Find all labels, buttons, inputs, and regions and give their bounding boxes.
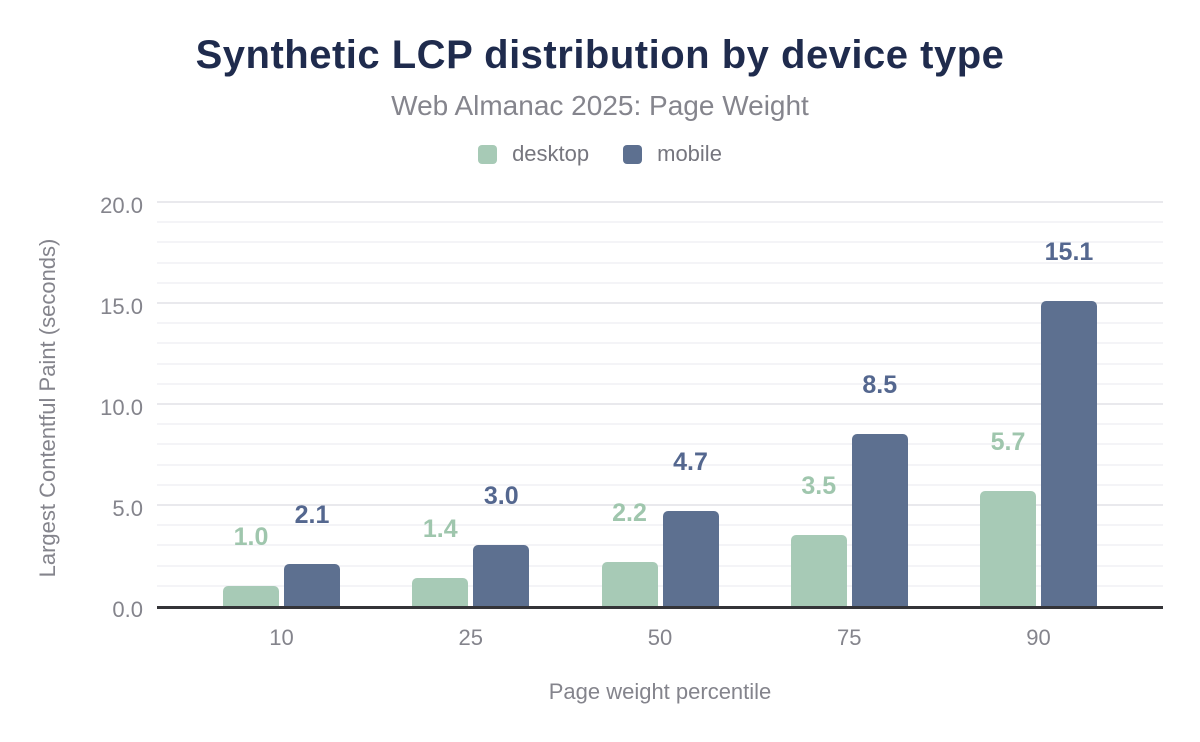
major-gridline <box>157 403 1163 405</box>
legend: desktop mobile <box>0 141 1200 167</box>
bar-value-label-mobile-90: 15.1 <box>1044 237 1094 266</box>
bar-value-label-mobile-25: 3.0 <box>483 482 519 511</box>
y-tick-20.0: 20.0 <box>100 193 143 218</box>
bar-desktop-75[interactable] <box>790 535 847 606</box>
minor-gridline <box>157 342 1163 345</box>
x-tick-25: 25 <box>458 625 483 650</box>
bar-value-label-mobile-75: 8.5 <box>862 371 898 400</box>
y-tick-0.0: 0.0 <box>112 597 143 622</box>
bar-value-label-desktop-25: 1.4 <box>422 514 458 543</box>
bar-value-label-mobile-10: 2.1 <box>294 500 330 529</box>
x-tick-75: 75 <box>837 625 862 650</box>
legend-label-desktop: desktop <box>512 141 590 166</box>
minor-gridline <box>157 544 1163 547</box>
y-tick-10.0: 10.0 <box>100 395 143 420</box>
bar-mobile-25[interactable] <box>473 545 530 606</box>
x-tick-50: 50 <box>647 625 673 650</box>
minor-gridline <box>157 423 1163 426</box>
bar-mobile-50[interactable] <box>662 511 719 606</box>
legend-label-mobile: mobile <box>657 141 722 166</box>
bar-mobile-10[interactable] <box>284 563 340 606</box>
bar-desktop-50[interactable] <box>601 561 658 606</box>
x-tick-90: 90 <box>1026 625 1051 650</box>
legend-item-mobile[interactable]: mobile <box>623 141 722 167</box>
x-tick-10: 10 <box>269 625 294 650</box>
bar-mobile-75[interactable] <box>851 434 908 606</box>
minor-gridline <box>157 221 1163 224</box>
major-gridline <box>157 302 1163 304</box>
bar-desktop-90[interactable] <box>980 490 1036 606</box>
minor-gridline <box>157 281 1163 284</box>
bar-desktop-10[interactable] <box>223 585 279 606</box>
minor-gridline <box>157 261 1163 264</box>
bar-value-label-desktop-50: 2.2 <box>612 498 647 527</box>
minor-gridline <box>157 362 1163 365</box>
major-gridline <box>157 504 1163 506</box>
bar-value-label-desktop-10: 1.0 <box>233 522 269 551</box>
y-tick-5.0: 5.0 <box>112 496 143 521</box>
plot-area: 1.0 1.4 2.2 3.5 5.7 2.1 3.0 4.7 8.5 15.1 <box>157 201 1163 609</box>
y-axis-title: Largest Contentful Paint (seconds) <box>35 238 60 578</box>
minor-gridline <box>157 382 1163 385</box>
mobile-series-swatch-icon <box>623 144 643 164</box>
minor-gridline <box>157 524 1163 527</box>
legend-item-desktop[interactable]: desktop <box>478 141 589 167</box>
bar-mobile-90[interactable] <box>1041 300 1097 606</box>
minor-gridline <box>157 584 1163 587</box>
x-axis-title: Page weight percentile <box>548 679 772 704</box>
desktop-series-swatch-icon <box>478 144 498 164</box>
chart-subtitle: Web Almanac 2025: Page Weight <box>391 90 809 121</box>
minor-gridline <box>157 241 1163 244</box>
bar-value-label-desktop-90: 5.7 <box>990 427 1026 456</box>
minor-gridline <box>157 564 1163 567</box>
bar-value-label-mobile-50: 4.7 <box>673 448 708 477</box>
minor-gridline <box>157 443 1163 446</box>
major-gridline <box>157 201 1163 203</box>
bar-desktop-25[interactable] <box>412 577 469 606</box>
chart-title: Synthetic LCP distribution by device typ… <box>195 33 1005 77</box>
minor-gridline <box>157 322 1163 325</box>
y-tick-15.0: 15.0 <box>100 294 143 319</box>
minor-gridline <box>157 483 1163 486</box>
bar-value-label-desktop-75: 3.5 <box>801 472 837 501</box>
minor-gridline <box>157 463 1163 466</box>
